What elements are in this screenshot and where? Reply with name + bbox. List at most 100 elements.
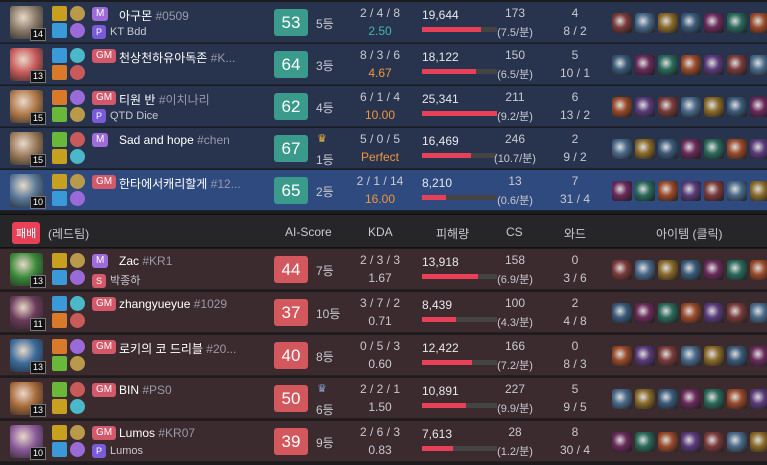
- keystone-rune-icon[interactable]: [70, 382, 85, 397]
- item-icon[interactable]: [750, 260, 767, 280]
- summoner-name[interactable]: 로키의 코 드리블 #20...: [119, 340, 236, 357]
- item-icon[interactable]: [750, 389, 767, 409]
- summoner-spell-icon[interactable]: [52, 425, 67, 440]
- item-icon[interactable]: [681, 97, 701, 117]
- item-icon[interactable]: [727, 346, 747, 366]
- item-icon[interactable]: [681, 389, 701, 409]
- summoner-name[interactable]: 한타에서캐리할게 #12...: [119, 175, 241, 192]
- item-icon[interactable]: [681, 303, 701, 323]
- item-icon[interactable]: [612, 260, 632, 280]
- keystone-rune-icon[interactable]: [70, 132, 85, 147]
- item-icon[interactable]: [635, 260, 655, 280]
- keystone-rune-icon[interactable]: [70, 425, 85, 440]
- item-icon[interactable]: [750, 13, 767, 33]
- player-row[interactable]: 14 M 아구몬 #0509 P KT Bdd 53 5등 2 / 4 / 8 2…: [0, 2, 767, 43]
- item-icon[interactable]: [635, 181, 655, 201]
- item-icon[interactable]: [635, 303, 655, 323]
- item-icon[interactable]: [635, 13, 655, 33]
- item-icon[interactable]: [612, 432, 632, 452]
- item-icon[interactable]: [727, 97, 747, 117]
- item-icon[interactable]: [681, 181, 701, 201]
- item-icon[interactable]: [658, 139, 678, 159]
- secondary-rune-icon[interactable]: [70, 442, 85, 457]
- secondary-rune-icon[interactable]: [70, 191, 85, 206]
- summoner-spell-icon[interactable]: [52, 90, 67, 105]
- secondary-rune-icon[interactable]: [70, 149, 85, 164]
- item-icon[interactable]: [704, 55, 724, 75]
- summoner-spell-icon[interactable]: [52, 191, 67, 206]
- item-icon[interactable]: [750, 303, 767, 323]
- item-icon[interactable]: [635, 432, 655, 452]
- summoner-name-text[interactable]: 티원 반: [119, 93, 156, 107]
- item-icon[interactable]: [704, 260, 724, 280]
- summoner-name-text[interactable]: Zac: [119, 254, 140, 268]
- summoner-name-text[interactable]: 로키의 코 드리블: [119, 342, 203, 356]
- secondary-rune-icon[interactable]: [70, 270, 85, 285]
- summoner-name-text[interactable]: 한타에서캐리할게: [119, 177, 208, 191]
- item-icon[interactable]: [727, 181, 747, 201]
- item-icon[interactable]: [658, 303, 678, 323]
- item-icon[interactable]: [681, 13, 701, 33]
- summoner-spell-icon[interactable]: [52, 149, 67, 164]
- player-row[interactable]: 13 GM 천상천하유아독존 #K... 64 3등 8 / 3 / 6 4.6…: [0, 44, 767, 85]
- item-icon[interactable]: [704, 432, 724, 452]
- item-icon[interactable]: [681, 432, 701, 452]
- item-icon[interactable]: [612, 97, 632, 117]
- item-icon[interactable]: [635, 97, 655, 117]
- item-icon[interactable]: [658, 55, 678, 75]
- keystone-rune-icon[interactable]: [70, 90, 85, 105]
- item-icon[interactable]: [681, 346, 701, 366]
- summoner-spell-icon[interactable]: [52, 6, 67, 21]
- secondary-rune-icon[interactable]: [70, 65, 85, 80]
- keystone-rune-icon[interactable]: [70, 253, 85, 268]
- summoner-spell-icon[interactable]: [52, 65, 67, 80]
- summoner-spell-icon[interactable]: [52, 107, 67, 122]
- summoner-spell-icon[interactable]: [52, 23, 67, 38]
- item-icon[interactable]: [750, 432, 767, 452]
- item-icon[interactable]: [612, 55, 632, 75]
- item-icon[interactable]: [681, 260, 701, 280]
- player-row[interactable]: 15 GM 티원 반 #이치나리 P QTD Dice 62 4등 6 / 1 /…: [0, 86, 767, 127]
- item-icon[interactable]: [704, 181, 724, 201]
- item-icon[interactable]: [727, 389, 747, 409]
- summoner-name-text[interactable]: zhangyueyue: [119, 297, 191, 311]
- item-icon[interactable]: [681, 139, 701, 159]
- summoner-spell-icon[interactable]: [52, 356, 67, 371]
- keystone-rune-icon[interactable]: [70, 6, 85, 21]
- item-icon[interactable]: [704, 346, 724, 366]
- item-icon[interactable]: [704, 13, 724, 33]
- item-icon[interactable]: [612, 181, 632, 201]
- player-row[interactable]: 13 M Zac #KR1 S 박종하 44 7등 2 / 3 / 3 1.67 …: [0, 249, 767, 290]
- item-icon[interactable]: [612, 346, 632, 366]
- summoner-name-text[interactable]: Lumos: [119, 426, 156, 440]
- summoner-spell-icon[interactable]: [52, 270, 67, 285]
- summoner-spell-icon[interactable]: [52, 399, 67, 414]
- summoner-name[interactable]: Lumos #KR07: [119, 426, 195, 440]
- summoner-name[interactable]: 천상천하유아독존 #K...: [119, 49, 235, 66]
- summoner-spell-icon[interactable]: [52, 382, 67, 397]
- item-icon[interactable]: [750, 139, 767, 159]
- summoner-spell-icon[interactable]: [52, 132, 67, 147]
- summoner-name[interactable]: Zac #KR1: [119, 254, 172, 268]
- item-icon[interactable]: [635, 346, 655, 366]
- item-icon[interactable]: [727, 432, 747, 452]
- item-icon[interactable]: [612, 13, 632, 33]
- summoner-spell-icon[interactable]: [52, 48, 67, 63]
- summoner-name[interactable]: 아구몬 #0509: [119, 7, 189, 24]
- item-icon[interactable]: [658, 97, 678, 117]
- item-icon[interactable]: [704, 97, 724, 117]
- item-icon[interactable]: [704, 139, 724, 159]
- item-icon[interactable]: [635, 139, 655, 159]
- item-icon[interactable]: [727, 139, 747, 159]
- item-icon[interactable]: [658, 432, 678, 452]
- item-icon[interactable]: [750, 97, 767, 117]
- item-icon[interactable]: [750, 181, 767, 201]
- keystone-rune-icon[interactable]: [70, 339, 85, 354]
- item-icon[interactable]: [658, 260, 678, 280]
- item-icon[interactable]: [681, 55, 701, 75]
- player-row[interactable]: 13 GM BIN #PS0 50 6등 2 / 2 / 1 1.50 10,8…: [0, 378, 767, 419]
- keystone-rune-icon[interactable]: [70, 48, 85, 63]
- summoner-spell-icon[interactable]: [52, 253, 67, 268]
- summoner-name[interactable]: 티원 반 #이치나리: [119, 91, 210, 108]
- summoner-name-text[interactable]: 아구몬: [119, 9, 153, 23]
